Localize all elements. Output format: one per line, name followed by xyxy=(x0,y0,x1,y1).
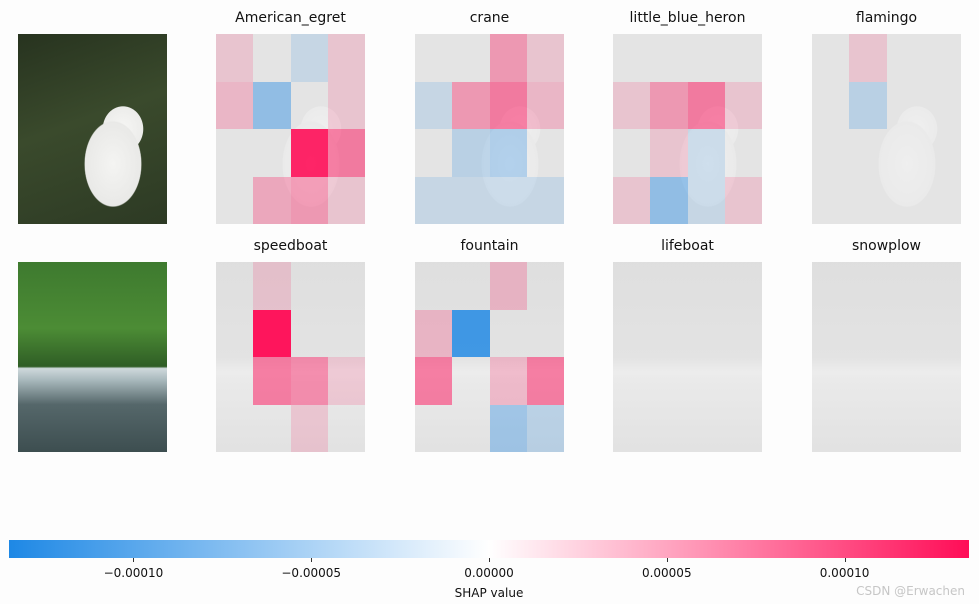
original-image-speedboat xyxy=(18,262,167,452)
shap-heatmap-speedboat xyxy=(216,262,365,452)
heatmap-cell xyxy=(650,81,688,129)
heatmap-cell xyxy=(687,129,725,177)
heatmap-cell xyxy=(415,81,453,129)
heatmap-cell xyxy=(327,176,365,224)
shap-heatmap-american-egret xyxy=(216,34,365,224)
colorbar-tick-label: −0.00005 xyxy=(281,566,342,580)
colorbar-tick-label: −0.00010 xyxy=(103,566,164,580)
heatmap-cell xyxy=(253,176,291,224)
heatmap-cell xyxy=(849,34,887,82)
heatmap-cell xyxy=(849,81,887,129)
colorbar xyxy=(9,540,969,558)
heatmap-cell xyxy=(687,81,725,129)
heatmap-cell xyxy=(724,176,762,224)
heatmap-cell xyxy=(253,81,291,129)
panel-title-flamingo: flamingo xyxy=(855,10,918,26)
heatmap-cell xyxy=(526,81,564,129)
heatmap-cell xyxy=(489,34,527,82)
colorbar-tick xyxy=(489,558,490,562)
heatmap-cell xyxy=(650,129,688,177)
colorbar-tick xyxy=(133,558,135,562)
colorbar-tick xyxy=(311,558,313,562)
heatmap-cell xyxy=(290,176,328,224)
panel-title-crane: crane xyxy=(469,10,510,26)
panel-title-speedboat: speedboat xyxy=(253,238,328,254)
heatmap-cell xyxy=(489,176,527,224)
colorbar-tick-label: 0.00010 xyxy=(819,566,870,580)
panel-title-fountain: fountain xyxy=(460,238,519,254)
shap-heatmap-little-blue-heron xyxy=(613,34,762,224)
heatmap-cell xyxy=(489,404,527,452)
heatmap-cell xyxy=(724,81,762,129)
colorbar-label: SHAP value xyxy=(454,586,524,600)
heatmap-cell xyxy=(526,176,564,224)
panel-title-snowplow: snowplow xyxy=(852,238,921,254)
heatmap-cell xyxy=(613,176,651,224)
heatmap-cell xyxy=(452,129,490,177)
heatmap-cell xyxy=(290,404,328,452)
shap-heatmap-snowplow xyxy=(812,262,961,452)
shap-heatmap-crane xyxy=(415,34,564,224)
heatmap-cell xyxy=(526,404,564,452)
heatmap-cell xyxy=(327,129,365,177)
heatmap-cell xyxy=(327,81,365,129)
shap-heatmap-lifeboat xyxy=(613,262,762,452)
colorbar-tick xyxy=(844,558,846,562)
heatmap-cell xyxy=(216,34,254,82)
watermark: CSDN @Erwachen xyxy=(856,584,965,598)
panel-title-little-blue-heron: little_blue_heron xyxy=(629,10,746,26)
heatmap-cell xyxy=(489,357,527,405)
heatmap-cell xyxy=(687,176,725,224)
heatmap-cell xyxy=(290,129,328,177)
colorbar-tick xyxy=(666,558,668,562)
colorbar-tick-label: 0.00005 xyxy=(641,566,692,580)
heatmap-cell xyxy=(253,309,291,357)
heatmap-cell xyxy=(526,34,564,82)
heatmap-cell xyxy=(613,81,651,129)
shap-heatmap-fountain xyxy=(415,262,564,452)
heatmap-cell xyxy=(216,81,254,129)
heatmap-cell xyxy=(327,34,365,82)
heatmap-cell xyxy=(452,309,490,357)
colorbar-tick-label: 0.00000 xyxy=(464,566,514,580)
heatmap-cell xyxy=(290,357,328,405)
original-image-egret xyxy=(18,34,167,224)
heatmap-cell xyxy=(489,129,527,177)
heatmap-cell xyxy=(526,357,564,405)
shap-heatmap-flamingo xyxy=(812,34,961,224)
panel-title-lifeboat: lifeboat xyxy=(661,238,714,254)
heatmap-cell xyxy=(253,262,291,310)
heatmap-cell xyxy=(489,81,527,129)
heatmap-cell xyxy=(327,357,365,405)
heatmap-cell xyxy=(253,357,291,405)
heatmap-cell xyxy=(650,176,688,224)
heatmap-cell xyxy=(415,309,453,357)
heatmap-cell xyxy=(452,176,490,224)
heatmap-cell xyxy=(489,262,527,310)
heatmap-cell xyxy=(415,357,453,405)
heatmap-cell xyxy=(415,176,453,224)
heatmap-cell xyxy=(290,34,328,82)
heatmap-cell xyxy=(452,81,490,129)
panel-title-american-egret: American_egret xyxy=(235,10,346,26)
